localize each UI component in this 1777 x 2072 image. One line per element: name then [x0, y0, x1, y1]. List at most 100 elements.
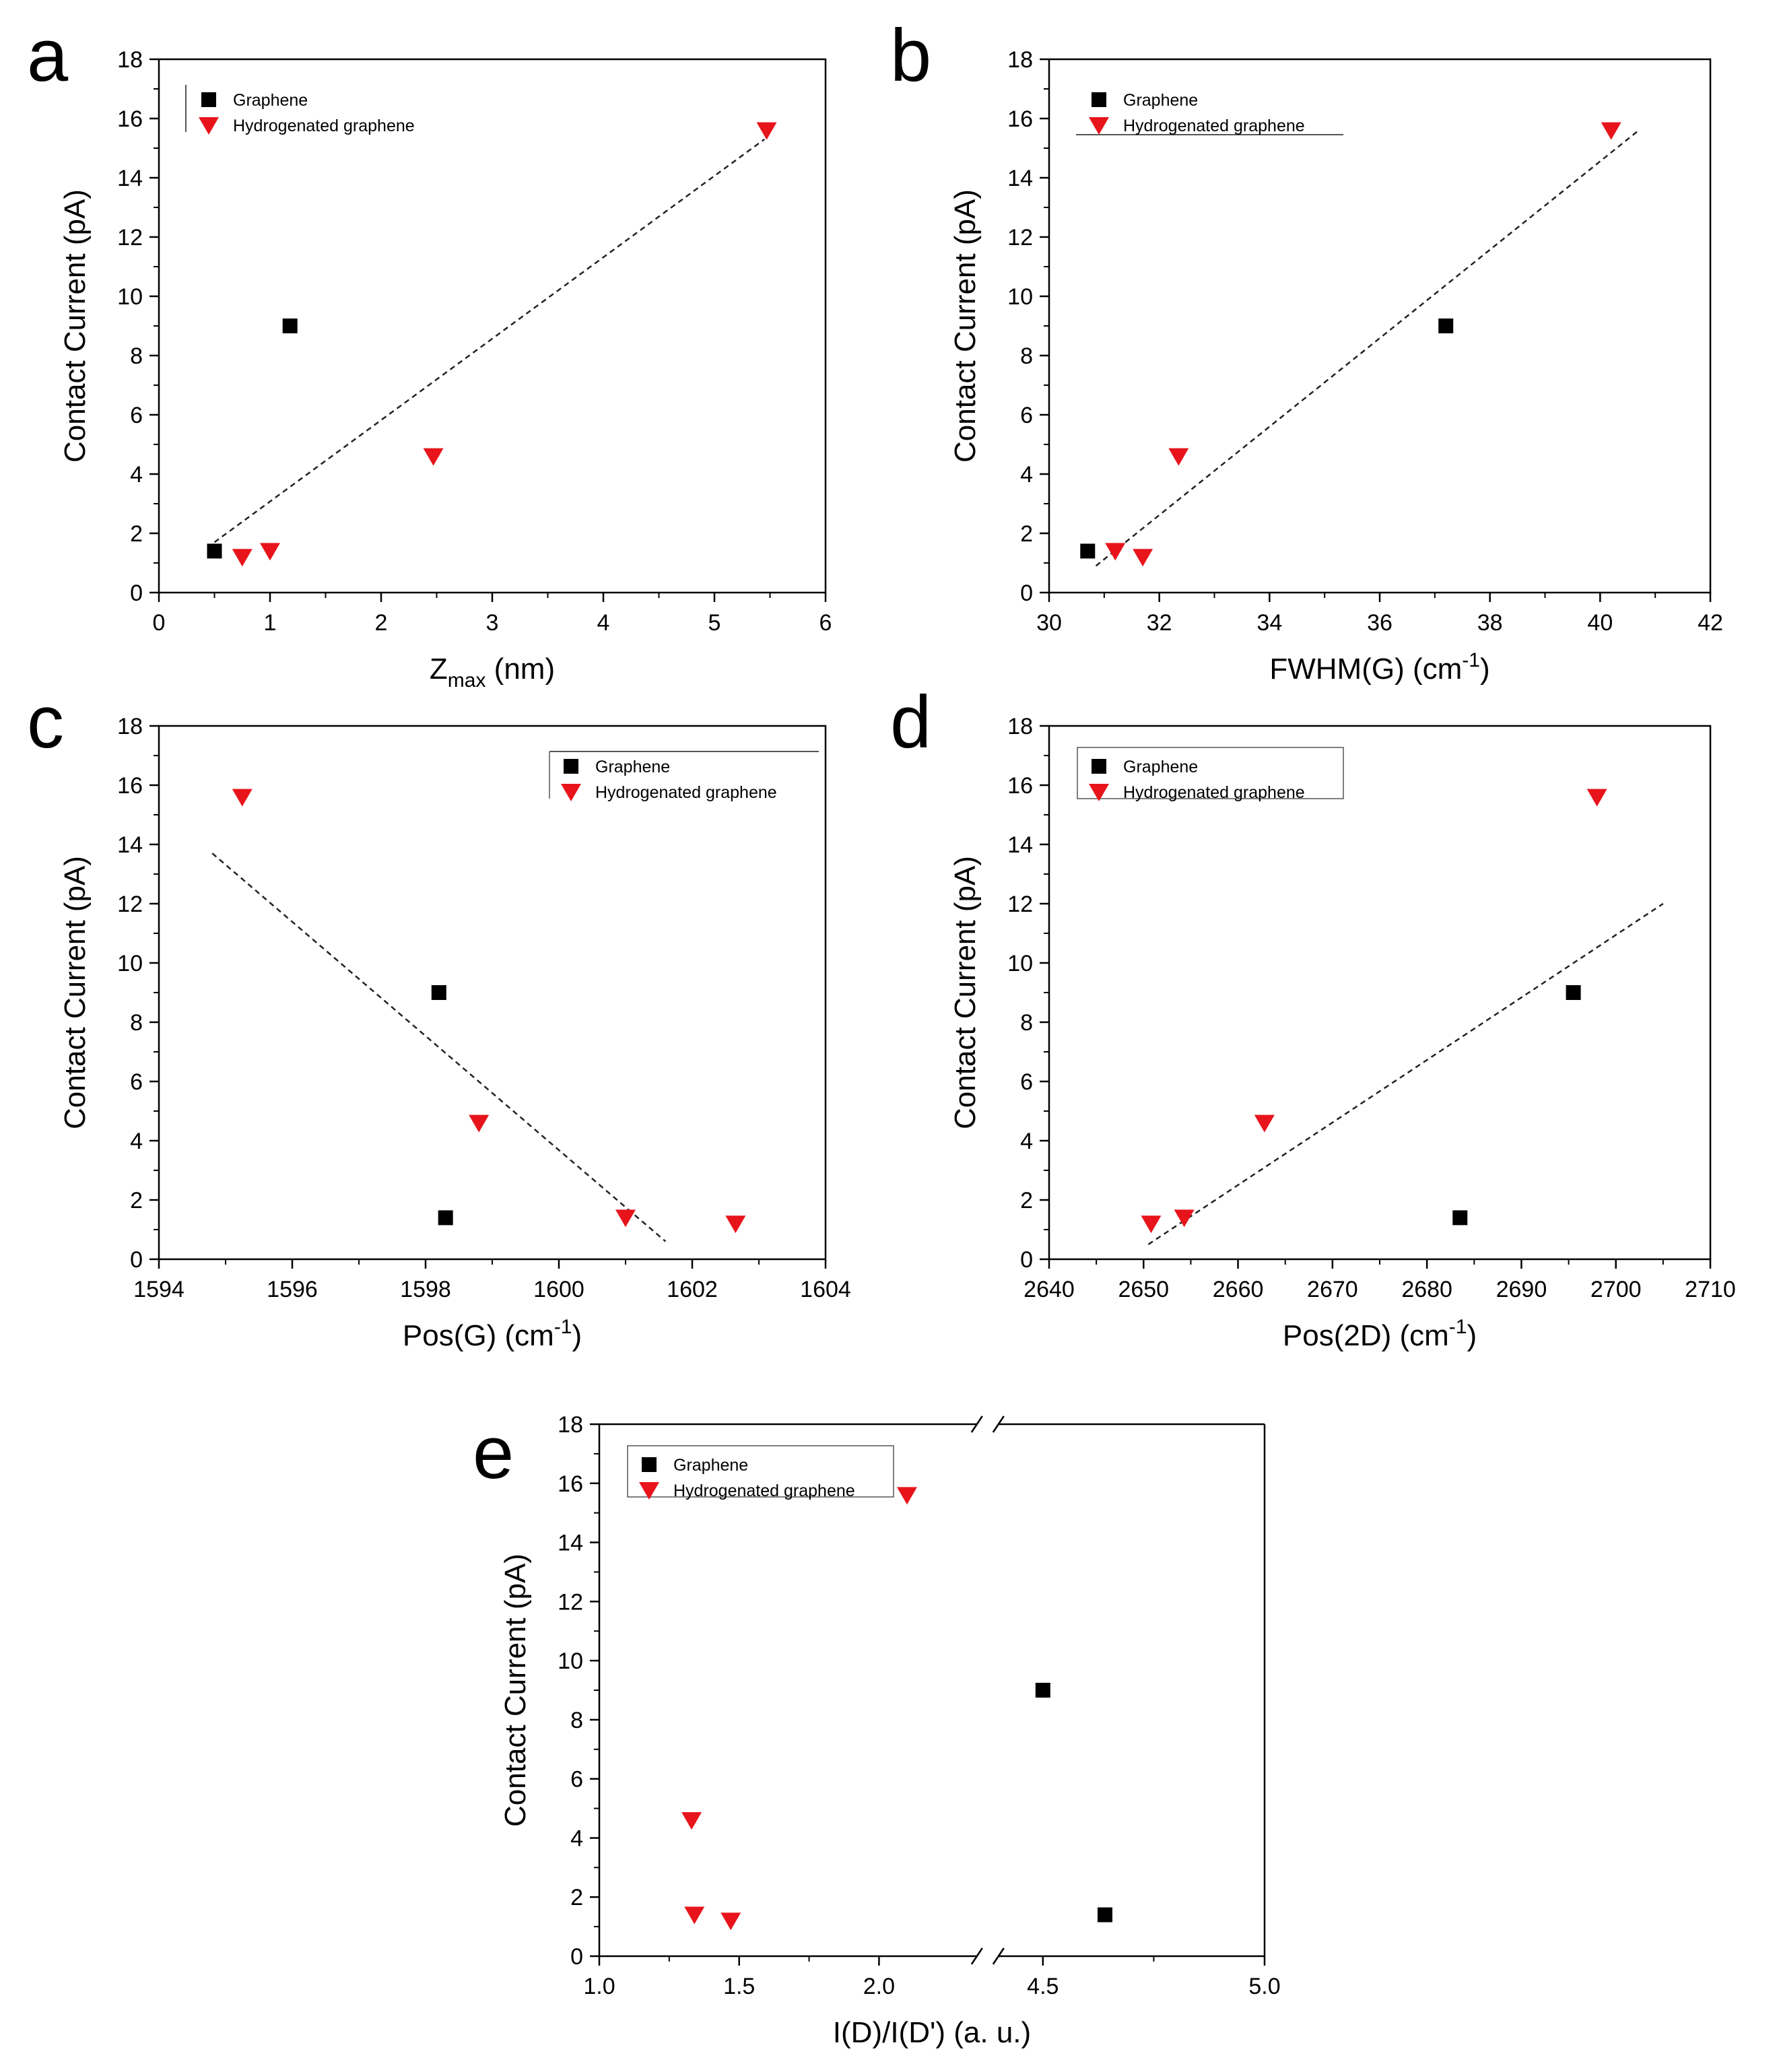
x-tick-label: 4 [597, 610, 610, 636]
x-tick-label: 1600 [533, 1277, 584, 1302]
x-tick-label: 1602 [667, 1277, 718, 1302]
y-tick-label: 10 [117, 951, 143, 976]
hydrogenated-graphene-point [260, 543, 280, 561]
graphene-point [1080, 543, 1096, 559]
fit-line [211, 853, 667, 1242]
y-tick-label: 6 [570, 1767, 583, 1793]
y-tick-label: 18 [1007, 714, 1033, 739]
x-tick-label: 1596 [267, 1277, 318, 1302]
graphene-point [282, 319, 298, 333]
x-tick-label: 40 [1587, 610, 1613, 636]
y-tick-label: 12 [117, 225, 143, 250]
x-tick-label: 4.5 [1027, 1974, 1059, 1999]
y-tick-label: 8 [570, 1708, 583, 1733]
x-tick-label: 30 [1036, 610, 1062, 636]
x-axis-break-mark [992, 1947, 1005, 1965]
x-axis-label-main: Z [430, 653, 448, 686]
x-axis-label: Pos(2D) (cm-1) [1283, 1316, 1477, 1352]
y-tick-label: 10 [558, 1648, 583, 1674]
legend-label: Graphene [1123, 758, 1198, 776]
y-tick-label: 16 [558, 1471, 583, 1497]
graphene-point [1438, 319, 1454, 333]
hydrogenated-graphene-point [1586, 789, 1607, 807]
panel-letter: b [890, 14, 931, 97]
legend-label: Graphene [1123, 91, 1198, 110]
x-axis-label-tail: ) [572, 1319, 582, 1352]
legend-label: Hydrogenated graphene [233, 116, 415, 135]
legend-label: Hydrogenated graphene [1123, 783, 1305, 802]
y-tick-label: 14 [117, 832, 143, 858]
x-tick-label: 2640 [1024, 1277, 1075, 1302]
x-tick-label: 2 [375, 610, 388, 636]
legend-marker [199, 117, 219, 135]
chart-panel-c: 0 2 4 6 8 10 12 14 16 18 1594 1596 1598 1600 1602 1604 C… [27, 681, 851, 1352]
y-tick-label: 12 [558, 1589, 583, 1615]
x-tick-label: 3 [486, 610, 499, 636]
y-tick-label: 2 [130, 1188, 143, 1213]
y-tick-label: 12 [1007, 225, 1033, 250]
y-axis-label: Contact Current (pA) [59, 189, 92, 463]
panel-letter: d [890, 681, 931, 764]
legend: Graphene Hydrogenated graphene [627, 1445, 894, 1500]
y-tick-label: 16 [1007, 106, 1033, 132]
legend-marker [561, 784, 581, 801]
y-tick-label: 14 [117, 166, 143, 191]
x-axis-label-superscript: -1 [554, 1316, 572, 1338]
y-tick-label: 16 [1007, 773, 1033, 799]
x-axis-label: Pos(G) (cm-1) [403, 1316, 582, 1352]
graphene-point [438, 1210, 453, 1226]
y-tick-label: 0 [1020, 580, 1033, 606]
legend-marker [1092, 759, 1106, 774]
hydrogenated-graphene-point [615, 1209, 636, 1228]
x-tick-label: 2.0 [863, 1974, 895, 1999]
y-tick-label: 8 [1020, 1010, 1033, 1036]
x-axis-label-superscript: -1 [1462, 649, 1480, 671]
y-tick-label: 2 [1020, 1188, 1033, 1213]
x-tick-label: 32 [1147, 610, 1172, 636]
top-axis-break-mark [970, 1415, 983, 1433]
legend-label: Hydrogenated graphene [595, 783, 777, 802]
x-axis-label-tail: ) [1467, 1319, 1477, 1352]
y-tick-label: 8 [1020, 343, 1033, 369]
hydrogenated-graphene-point [1141, 1215, 1162, 1234]
panel-letter: e [473, 1411, 514, 1494]
y-tick-label: 4 [1020, 1129, 1033, 1154]
top-axis-break-mark [992, 1415, 1005, 1433]
y-tick-label: 6 [1020, 403, 1033, 428]
y-tick-label: 2 [570, 1885, 583, 1910]
hydrogenated-graphene-point [232, 789, 253, 807]
x-axis-label-main: Pos(2D) (cm [1283, 1319, 1449, 1352]
y-tick-label: 18 [558, 1412, 583, 1438]
hydrogenated-graphene-point [681, 1812, 702, 1830]
graphene-point [431, 985, 446, 1000]
x-tick-label: 6 [819, 610, 832, 636]
graphene-point [1035, 1683, 1050, 1698]
panel-letter: a [27, 14, 69, 97]
x-axis-label: FWHM(G) (cm-1) [1269, 649, 1489, 686]
legend: Graphene Hydrogenated graphene [1076, 91, 1343, 135]
graphene-point [207, 543, 222, 559]
y-tick-label: 8 [130, 343, 143, 369]
x-tick-label: 1.5 [723, 1974, 755, 1999]
y-tick-label: 12 [1007, 892, 1033, 917]
x-tick-label: 34 [1256, 610, 1282, 636]
hydrogenated-graphene-point [1133, 549, 1153, 567]
y-tick-label: 8 [130, 1010, 143, 1036]
x-tick-label: 2690 [1496, 1277, 1547, 1302]
y-tick-label: 2 [1020, 521, 1033, 547]
y-tick-label: 4 [130, 462, 143, 488]
legend-label: Graphene [595, 758, 670, 776]
y-tick-label: 18 [1007, 47, 1033, 73]
hydrogenated-graphene-point [1601, 122, 1621, 140]
y-tick-label: 0 [130, 580, 143, 606]
x-tick-label: 1 [264, 610, 277, 636]
graphene-point [1097, 1907, 1112, 1923]
y-tick-label: 14 [558, 1531, 583, 1556]
y-tick-label: 18 [117, 47, 143, 73]
y-tick-label: 14 [1007, 832, 1033, 858]
x-axis-label-main: Pos(G) (cm [403, 1319, 554, 1352]
y-tick-label: 4 [130, 1129, 143, 1154]
fit-line [1095, 129, 1640, 567]
